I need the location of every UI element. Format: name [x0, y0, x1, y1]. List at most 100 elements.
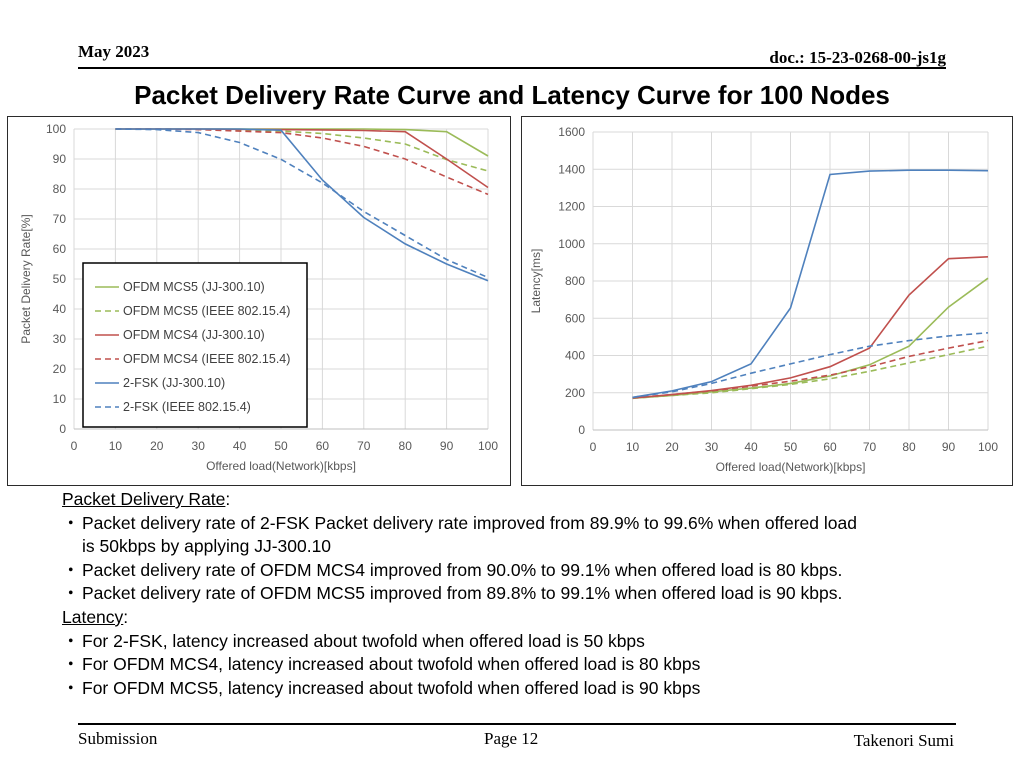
bullet: ・: [62, 512, 80, 533]
y-tick-label: 20: [53, 362, 67, 376]
y-tick-label: 1000: [558, 237, 585, 251]
legend-entry-ofdm-mcs4-ieee-802-15-4: OFDM MCS4 (IEEE 802.15.4): [123, 352, 290, 366]
y-tick-label: 0: [59, 422, 66, 436]
y-axis-title: Packet Delivery Rate[%]: [19, 214, 33, 343]
x-tick-label: 80: [399, 439, 413, 453]
latency-note-3: ・ For OFDM MCS5, latency increased about …: [62, 677, 982, 701]
pdr-note-1-text: Packet delivery rate of 2-FSK Packet del…: [82, 512, 857, 533]
latency-chart-svg: 0 200 400 600 800 1000 1200 1400 1600 0 10 20 30 40 50…: [529, 125, 998, 474]
x-tick-label: 10: [626, 440, 640, 454]
x-tick-label: 0: [590, 440, 597, 454]
y-tick-label: 80: [53, 182, 67, 196]
slide-title: Packet Delivery Rate Curve and Latency C…: [134, 80, 890, 110]
latency-note-1: ・ For 2-FSK, latency increased about twof…: [62, 630, 982, 654]
pdr-chart-svg: 0 10 20 30 40 50 60 70 80 90 100 0 10 20 30 40 50 60 70 80 9…: [19, 122, 498, 473]
bullet: ・: [62, 677, 80, 698]
legend-entry-ofdm-mcs5-ieee-802-15-4: OFDM MCS5 (IEEE 802.15.4): [123, 304, 290, 318]
series-line-2-fsk-ieee-802-15-4: [115, 128, 489, 279]
y-tick-label: 200: [565, 386, 585, 400]
notes: Packet Delivery Rate: ・ Packet delivery r…: [62, 488, 982, 700]
series-line-ofdm-mcs5-jj-300-10: [632, 277, 989, 400]
pdr-note-2: ・ Packet delivery rate of OFDM MCS4 impro…: [62, 559, 982, 583]
x-tick-label: 50: [784, 440, 798, 454]
latency-heading-colon: :: [123, 606, 129, 627]
latency-heading: Latency:: [62, 606, 982, 630]
x-tick-label: 90: [942, 440, 956, 454]
y-tick-label: 600: [565, 311, 585, 325]
x-tick-label: 20: [665, 440, 679, 454]
y-tick-label: 50: [53, 272, 67, 286]
y-tick-label: 70: [53, 212, 67, 226]
pdr-note-1: ・ Packet delivery rate of 2-FSK Packet de…: [62, 512, 982, 536]
y-tick-label: 800: [565, 274, 585, 288]
x-tick-label: 30: [705, 440, 719, 454]
series-line-2-fsk-jj-300-10: [115, 128, 489, 282]
x-tick-label: 40: [744, 440, 758, 454]
y-tick-label: 1200: [558, 200, 585, 214]
series-line-ofdm-mcs4-ieee-802-15-4: [115, 128, 489, 196]
pdr-note-1-continued: is 50kbps by applying JJ-300.10: [82, 536, 332, 557]
x-tick-label: 100: [478, 439, 498, 453]
pdr-heading-text: Packet Delivery Rate: [62, 489, 226, 509]
y-tick-label: 10: [53, 392, 67, 406]
y-tick-label: 1600: [558, 125, 585, 139]
footer-author: Takenori Sumi: [853, 731, 954, 750]
x-tick-label: 0: [71, 439, 78, 453]
bullet: ・: [62, 559, 80, 580]
y-tick-label: 40: [53, 302, 67, 316]
y-tick-label: 60: [53, 242, 67, 256]
x-tick-label: 10: [109, 439, 123, 453]
y-tick-label: 400: [565, 349, 585, 363]
latency-note-2: ・ For OFDM MCS4, latency increased about …: [62, 653, 982, 677]
latency-note-2-text: For OFDM MCS4, latency increased about t…: [82, 654, 701, 675]
x-axis-title: Offered load(Network)[kbps]: [716, 460, 866, 474]
y-tick-label: 0: [578, 423, 585, 437]
latency-chart: 0 200 400 600 800 1000 1200 1400 1600 0 10 20 30 40 50…: [521, 116, 1013, 486]
y-tick-label: 90: [53, 152, 67, 166]
series-line-ofdm-mcs4-ieee-802-15-4: [632, 339, 989, 399]
x-tick-label: 20: [150, 439, 164, 453]
series-line-ofdm-mcs4-jj-300-10: [632, 256, 989, 399]
x-tick-label: 80: [902, 440, 916, 454]
x-tick-label: 100: [978, 440, 998, 454]
series-line-ofdm-mcs5-jj-300-10: [115, 128, 489, 157]
latency-note-1-text: For 2-FSK, latency increased about twofo…: [82, 630, 645, 651]
y-tick-label: 30: [53, 332, 67, 346]
legend: OFDM MCS5 (JJ-300.10) OFDM MCS5 (IEEE 802…: [82, 262, 308, 428]
bullet: ・: [62, 654, 80, 675]
x-tick-label: 50: [274, 439, 288, 453]
x-tick-label: 70: [357, 439, 371, 453]
x-tick-label: 30: [192, 439, 206, 453]
footer-submission: Submission: [78, 729, 158, 748]
header-divider: [78, 67, 946, 69]
x-tick-label: 90: [440, 439, 454, 453]
series-line-2-fsk-ieee-802-15-4: [632, 332, 989, 399]
y-tick-label: 100: [46, 122, 66, 136]
pdr-note-2-text: Packet delivery rate of OFDM MCS4 improv…: [82, 559, 843, 580]
header-doc-id: doc.: 15-23-0268-00-js1g: [769, 48, 946, 67]
pdr-chart: 0 10 20 30 40 50 60 70 80 90 100 0 10 20 30 40 50 60 70 80 9…: [7, 116, 511, 486]
y-tick-label: 1400: [558, 162, 585, 176]
pdr-heading: Packet Delivery Rate:: [62, 488, 982, 512]
x-tick-label: 60: [316, 439, 330, 453]
header-date: May 2023: [78, 42, 150, 61]
footer-page-number: Page 12: [484, 729, 539, 748]
latency-heading-text: Latency: [62, 606, 124, 627]
legend-frame: [82, 262, 308, 428]
y-axis-title: Latency[ms]: [529, 249, 543, 314]
footer-divider: [78, 723, 956, 725]
pdr-note-3-text: Packet delivery rate of OFDM MCS5 improv…: [82, 583, 843, 604]
x-axis-title: Offered load(Network)[kbps]: [206, 459, 356, 473]
pdr-heading-colon: :: [225, 489, 231, 509]
legend-entry-ofdm-mcs4-jj-300-10: OFDM MCS4 (JJ-300.10): [123, 328, 265, 342]
series-line-ofdm-mcs4-jj-300-10: [115, 128, 489, 189]
bullet: ・: [62, 583, 80, 604]
x-tick-label: 70: [863, 440, 877, 454]
legend-entry-2-fsk-jj-300-10: 2-FSK (JJ-300.10): [123, 376, 225, 390]
series-line-2-fsk-jj-300-10: [632, 169, 989, 399]
legend-entry-ofdm-mcs5-jj-300-10: OFDM MCS5 (JJ-300.10): [123, 280, 265, 294]
latency-note-3-text: For OFDM MCS5, latency increased about t…: [82, 677, 701, 698]
bullet: ・: [62, 630, 80, 651]
x-tick-label: 60: [823, 440, 837, 454]
x-tick-label: 40: [233, 439, 247, 453]
